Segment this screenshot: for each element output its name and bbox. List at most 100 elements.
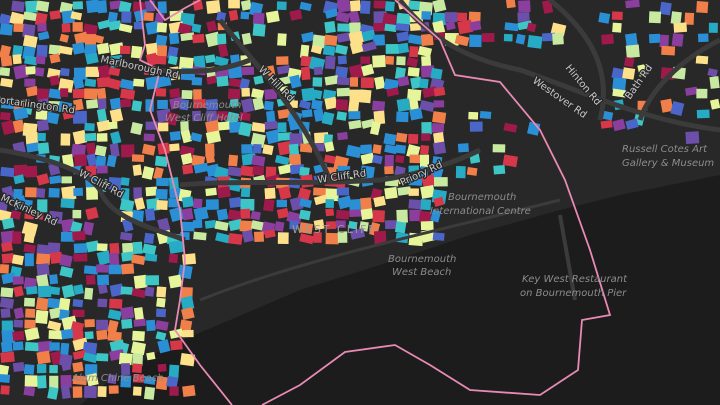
- building: [48, 330, 63, 340]
- building: [360, 56, 371, 64]
- building: [97, 0, 108, 14]
- building: [277, 132, 293, 141]
- building: [396, 209, 408, 223]
- building: [262, 144, 274, 156]
- building: [395, 155, 405, 164]
- building: [311, 99, 323, 110]
- building: [73, 67, 88, 80]
- building: [263, 198, 275, 212]
- building: [612, 118, 626, 132]
- building: [372, 100, 386, 112]
- building: [408, 0, 422, 11]
- building: [384, 1, 395, 12]
- building: [361, 29, 376, 42]
- building: [373, 34, 386, 46]
- building: [144, 208, 156, 222]
- poi-label: Bournemouth: [448, 192, 516, 203]
- building: [251, 122, 266, 133]
- building: [518, 0, 531, 13]
- building: [432, 20, 446, 35]
- building: [108, 20, 122, 31]
- building: [179, 352, 196, 367]
- building: [59, 33, 70, 43]
- building: [145, 186, 158, 197]
- building: [37, 98, 51, 113]
- building: [109, 298, 123, 309]
- area-label: WEST CLIFF: [292, 223, 377, 236]
- building: [301, 87, 316, 102]
- building: [336, 111, 348, 121]
- building: [72, 129, 88, 145]
- building: [74, 31, 89, 45]
- building: [335, 99, 349, 111]
- building: [228, 9, 239, 21]
- building: [336, 87, 350, 97]
- building: [242, 229, 254, 243]
- building: [348, 220, 358, 230]
- building: [421, 174, 437, 189]
- building: [191, 23, 202, 33]
- building: [59, 266, 74, 278]
- building: [37, 340, 53, 353]
- building: [457, 12, 468, 22]
- building: [154, 155, 168, 167]
- building: [407, 88, 422, 101]
- building: [181, 307, 195, 321]
- building: [408, 188, 419, 196]
- building: [109, 108, 124, 123]
- building: [433, 87, 446, 97]
- building: [25, 187, 37, 198]
- building: [299, 44, 310, 59]
- building: [108, 264, 122, 275]
- building: [36, 44, 48, 58]
- building: [168, 253, 179, 264]
- building: [34, 12, 48, 27]
- building: [61, 185, 77, 201]
- building: [466, 166, 478, 176]
- building: [13, 307, 25, 320]
- building: [190, 132, 203, 143]
- building: [1, 253, 15, 264]
- building: [84, 319, 95, 328]
- building: [131, 100, 143, 112]
- building: [130, 341, 146, 356]
- building: [84, 331, 94, 340]
- building: [337, 55, 347, 65]
- building: [420, 221, 434, 231]
- building: [145, 52, 159, 66]
- building: [0, 341, 13, 353]
- building: [48, 210, 63, 224]
- building: [311, 89, 323, 100]
- poi-label: Bournemouth: [388, 254, 456, 265]
- boundary: [138, 0, 612, 405]
- building: [288, 143, 300, 158]
- building: [13, 164, 28, 177]
- building: [143, 375, 156, 385]
- building: [696, 1, 709, 14]
- building: [132, 1, 146, 13]
- building: [625, 118, 639, 130]
- building: [35, 309, 49, 325]
- building: [24, 375, 38, 387]
- building: [0, 385, 10, 395]
- building: [12, 341, 24, 351]
- building: [239, 111, 251, 121]
- building: [469, 20, 482, 32]
- building: [120, 306, 135, 320]
- building: [240, 11, 250, 20]
- building: [313, 219, 325, 231]
- building: [206, 75, 217, 85]
- building: [46, 111, 60, 125]
- building: [157, 122, 169, 132]
- building: [1, 329, 16, 344]
- building: [131, 363, 143, 374]
- building: [168, 240, 184, 254]
- building: [157, 339, 171, 354]
- building: [239, 78, 250, 91]
- building: [24, 210, 37, 220]
- building: [0, 374, 11, 383]
- building: [60, 133, 71, 146]
- building: [133, 22, 144, 30]
